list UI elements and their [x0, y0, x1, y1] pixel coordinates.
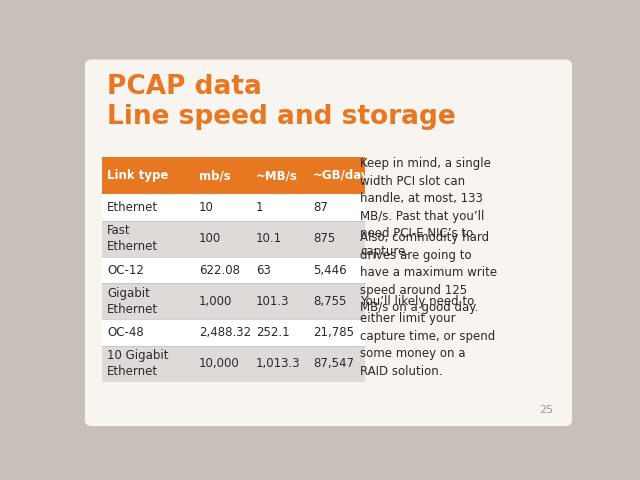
- Text: Gigabit
Ethernet: Gigabit Ethernet: [108, 287, 159, 316]
- Text: 2,488.32: 2,488.32: [199, 326, 251, 339]
- Text: PCAP data: PCAP data: [108, 74, 262, 100]
- Text: Keep in mind, a single
width PCI slot can
handle, at most, 133
MB/s. Past that y: Keep in mind, a single width PCI slot ca…: [360, 157, 491, 258]
- Text: 63: 63: [256, 264, 271, 276]
- Text: 1,000: 1,000: [199, 295, 232, 308]
- Text: Ethernet: Ethernet: [108, 201, 159, 214]
- Text: ~MB/s: ~MB/s: [256, 169, 298, 182]
- Text: 10: 10: [199, 201, 214, 214]
- Text: 8,755: 8,755: [313, 295, 346, 308]
- Text: 5,446: 5,446: [313, 264, 347, 276]
- Bar: [102, 283, 365, 319]
- Text: Fast
Ethernet: Fast Ethernet: [108, 224, 159, 253]
- Text: 875: 875: [313, 232, 335, 245]
- Bar: [102, 157, 365, 194]
- Text: 87,547: 87,547: [313, 357, 354, 370]
- Text: 622.08: 622.08: [199, 264, 240, 276]
- Bar: [102, 346, 365, 382]
- Text: 101.3: 101.3: [256, 295, 289, 308]
- Text: Also, commodity hard
drives are going to
have a maximum write
speed around 125
M: Also, commodity hard drives are going to…: [360, 231, 497, 314]
- Text: Line speed and storage: Line speed and storage: [108, 104, 456, 130]
- Text: 1: 1: [256, 201, 264, 214]
- Text: 252.1: 252.1: [256, 326, 290, 339]
- Text: Link type: Link type: [108, 169, 169, 182]
- Bar: [102, 221, 365, 257]
- Bar: [102, 257, 365, 283]
- Text: 10.1: 10.1: [256, 232, 282, 245]
- Text: 25: 25: [540, 405, 554, 415]
- Text: 100: 100: [199, 232, 221, 245]
- FancyBboxPatch shape: [85, 60, 572, 426]
- Text: mb/s: mb/s: [199, 169, 231, 182]
- Bar: [102, 194, 365, 221]
- Text: ~GB/day: ~GB/day: [313, 169, 370, 182]
- Bar: [102, 319, 365, 346]
- Text: OC-12: OC-12: [108, 264, 144, 276]
- Text: 21,785: 21,785: [313, 326, 354, 339]
- Text: 87: 87: [313, 201, 328, 214]
- Text: 10 Gigabit
Ethernet: 10 Gigabit Ethernet: [108, 349, 169, 378]
- Text: OC-48: OC-48: [108, 326, 144, 339]
- Text: 1,013.3: 1,013.3: [256, 357, 301, 370]
- Text: You’ll likely need to
either limit your
capture time, or spend
some money on a
R: You’ll likely need to either limit your …: [360, 295, 495, 378]
- Text: 10,000: 10,000: [199, 357, 240, 370]
